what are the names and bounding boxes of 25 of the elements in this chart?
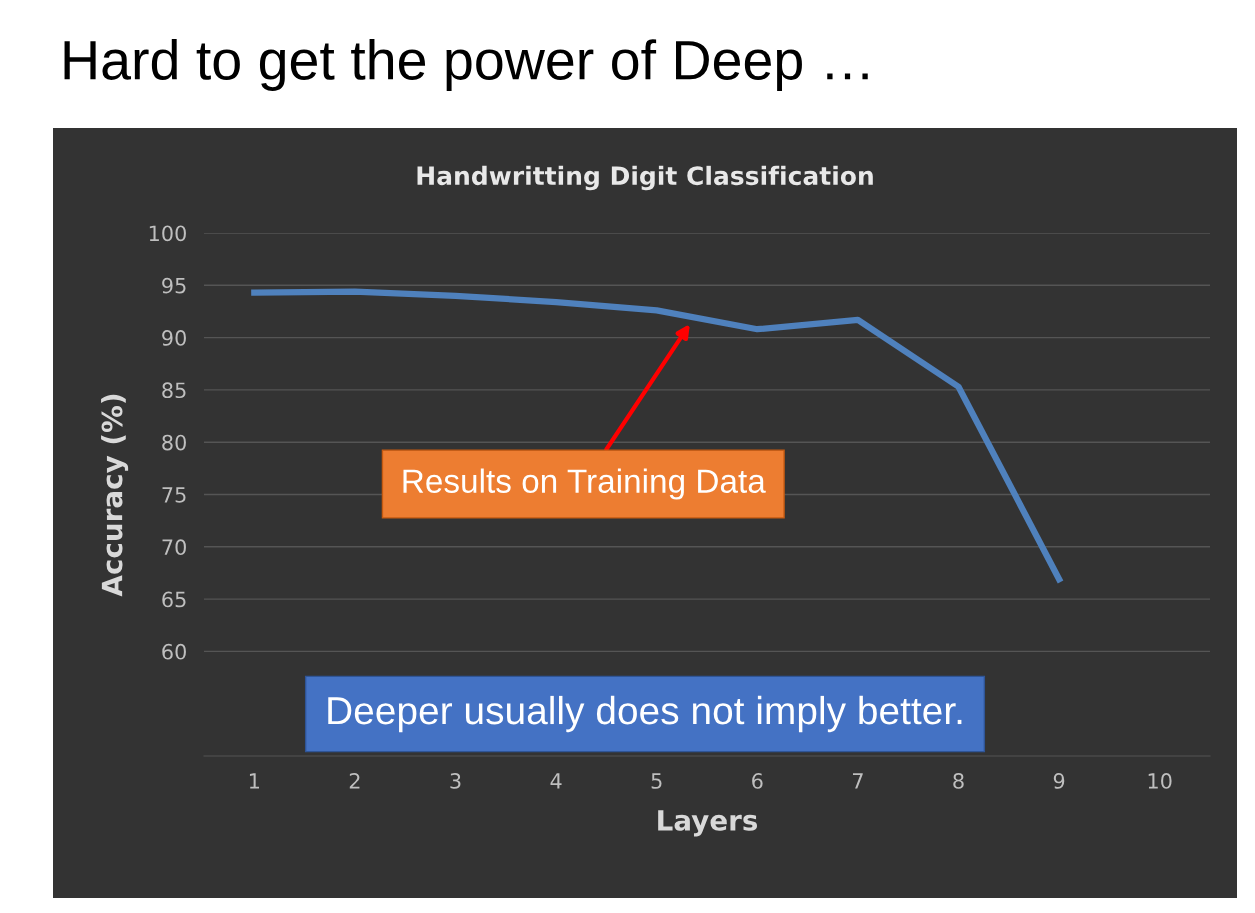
x-tick-label: 6 bbox=[752, 773, 763, 789]
x-tick-label: 4 bbox=[550, 773, 562, 789]
x-tick-label: 5 bbox=[651, 773, 662, 789]
y-tick-label: 85 bbox=[162, 382, 186, 399]
x-tick-label: 8 bbox=[953, 773, 964, 789]
x-tick-label: 10 bbox=[1148, 773, 1172, 789]
chart-title: Hard to get the power of Deep … bbox=[64, 39, 868, 91]
y-tick-label: 60 bbox=[162, 643, 186, 660]
chart-subtitle: Handwritting Digit Classification bbox=[417, 165, 873, 191]
x-tick-label: 9 bbox=[1053, 773, 1065, 789]
x-tick-label: 2 bbox=[349, 773, 360, 789]
y-axis-title: Accuracy (%) bbox=[101, 394, 129, 597]
y-tick-label: 65 bbox=[162, 591, 186, 608]
y-tick-label: 95 bbox=[162, 277, 186, 294]
annotation: Deeper usually does not imply better. bbox=[328, 695, 962, 733]
y-tick-label: 70 bbox=[162, 539, 186, 556]
annotation: Results on Training Data bbox=[403, 468, 766, 500]
x-tick-label: 7 bbox=[852, 773, 863, 789]
x-tick-label: 3 bbox=[450, 773, 461, 789]
x-tick-label: 1 bbox=[249, 773, 259, 789]
y-tick-label: 100 bbox=[149, 225, 186, 242]
y-tick-label: 90 bbox=[162, 330, 186, 346]
x-axis-title: Layers bbox=[658, 810, 758, 837]
y-tick-label: 75 bbox=[162, 487, 186, 503]
y-tick-label: 80 bbox=[162, 434, 186, 451]
